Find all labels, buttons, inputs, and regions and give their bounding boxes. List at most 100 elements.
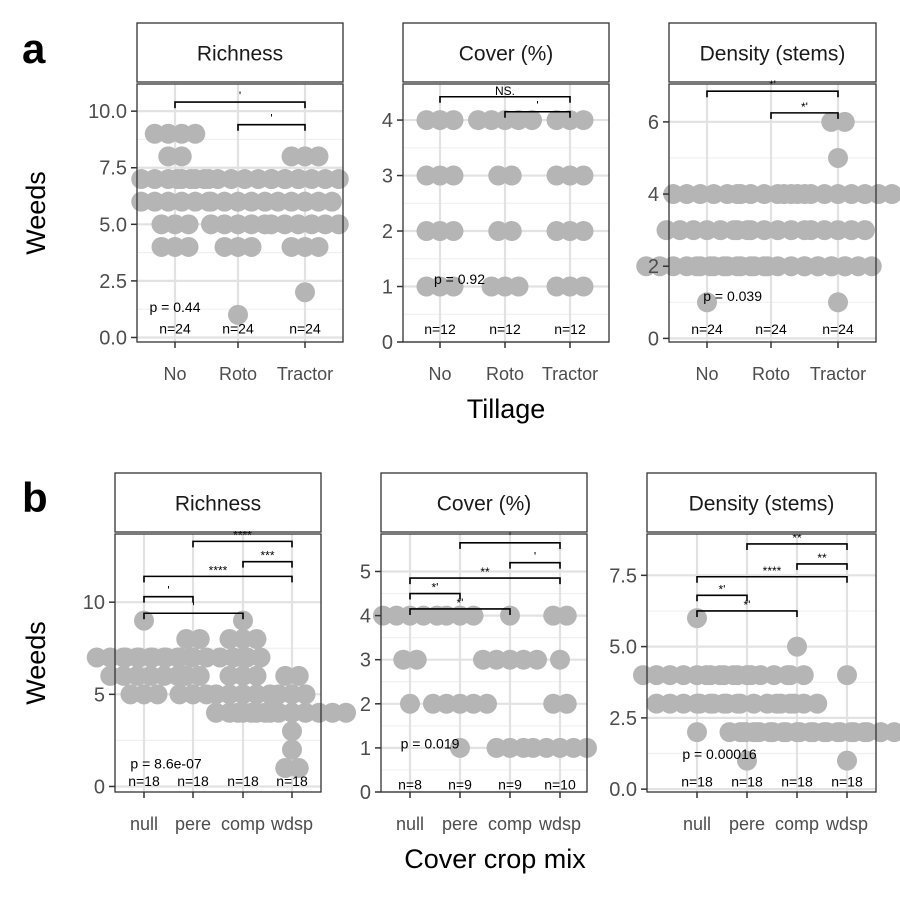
n-label: n=10 bbox=[544, 777, 576, 793]
y-tick-label: 1 bbox=[382, 277, 393, 299]
data-point bbox=[406, 649, 427, 670]
y-tick-label: 4 bbox=[648, 184, 659, 206]
data-point bbox=[501, 165, 522, 186]
n-label: n=18 bbox=[128, 773, 160, 789]
p-value-label: p = 0.00016 bbox=[682, 746, 757, 762]
significance-bracket bbox=[237, 123, 306, 131]
significance-label: ** bbox=[792, 531, 802, 545]
panel-label: b bbox=[22, 474, 48, 521]
data-point bbox=[322, 191, 342, 212]
x-tick-label: No bbox=[163, 364, 186, 384]
x-axis-title: Tillage bbox=[467, 394, 546, 424]
significance-bracket bbox=[696, 575, 848, 583]
n-label: n=9 bbox=[448, 777, 472, 793]
significance-label: ' bbox=[270, 112, 272, 126]
significance-bracket bbox=[706, 90, 839, 98]
significance-bracket bbox=[770, 112, 839, 119]
data-point bbox=[834, 111, 855, 132]
n-label: n=24 bbox=[822, 321, 854, 337]
y-tick-label: 0 bbox=[360, 782, 371, 804]
data-point bbox=[282, 721, 302, 742]
data-point bbox=[147, 684, 168, 705]
significance-label: *' bbox=[769, 78, 776, 92]
y-tick-label: 7.5 bbox=[609, 565, 637, 587]
x-tick-label: wdsp bbox=[270, 814, 313, 834]
facet-strip bbox=[380, 472, 588, 533]
data-point bbox=[573, 276, 594, 297]
data-point bbox=[828, 147, 848, 168]
data-point bbox=[527, 649, 547, 670]
x-tick-label: No bbox=[695, 364, 718, 384]
y-tick-label: 2.5 bbox=[609, 708, 637, 730]
data-point bbox=[443, 221, 464, 242]
n-label: n=18 bbox=[831, 773, 863, 789]
significance-label: ' bbox=[167, 584, 169, 598]
n-label: n=24 bbox=[289, 321, 321, 337]
y-tick-label: 3 bbox=[382, 166, 393, 188]
strip-title: Cover (%) bbox=[459, 43, 554, 66]
data-point bbox=[308, 146, 329, 167]
significance-label: *' bbox=[719, 582, 726, 596]
x-tick-label: Roto bbox=[486, 364, 524, 384]
n-label: n=18 bbox=[731, 773, 763, 789]
significance-label: *' bbox=[432, 581, 439, 595]
facet-strip bbox=[136, 22, 344, 83]
y-axis-title: Weeds bbox=[21, 621, 51, 705]
y-tick-label: 2 bbox=[360, 694, 371, 716]
significance-bracket bbox=[439, 95, 571, 103]
y-tick-label: 5 bbox=[360, 561, 371, 583]
y-tick-label: 0 bbox=[382, 332, 393, 354]
significance-label: ' bbox=[192, 600, 194, 614]
data-point bbox=[463, 605, 484, 626]
data-point bbox=[295, 282, 315, 303]
facet-strip bbox=[668, 22, 877, 83]
significance-label: ' bbox=[534, 550, 536, 564]
significance-label: **** bbox=[763, 564, 782, 578]
data-point bbox=[501, 221, 522, 242]
significance-bracket bbox=[174, 101, 306, 109]
significance-label: *' bbox=[744, 598, 751, 612]
x-tick-label: comp bbox=[775, 814, 819, 834]
significance-bracket bbox=[409, 577, 561, 585]
significance-bracket bbox=[143, 595, 194, 603]
plot-frame bbox=[114, 533, 322, 793]
data-point bbox=[508, 276, 529, 297]
data-point bbox=[134, 610, 154, 631]
data-point bbox=[443, 165, 464, 186]
significance-label: **** bbox=[233, 528, 252, 542]
x-tick-label: null bbox=[396, 814, 424, 834]
y-axis-title: Weeds bbox=[21, 171, 51, 255]
panel-label: a bbox=[22, 25, 46, 72]
y-tick-label: 2 bbox=[382, 221, 393, 243]
data-point bbox=[443, 110, 464, 131]
y-tick-label: 4 bbox=[382, 110, 393, 132]
data-point bbox=[573, 221, 594, 242]
plot-frame bbox=[668, 83, 877, 343]
x-tick-label: Tractor bbox=[810, 364, 866, 384]
y-tick-label: 0 bbox=[648, 328, 659, 350]
n-label: n=18 bbox=[177, 773, 209, 789]
y-tick-label: 1 bbox=[360, 738, 371, 760]
significance-label: NS. bbox=[495, 84, 515, 98]
x-tick-label: comp bbox=[488, 814, 532, 834]
x-tick-label: pere bbox=[729, 814, 765, 834]
data-point bbox=[233, 647, 253, 668]
data-point bbox=[171, 146, 192, 167]
data-point bbox=[288, 758, 309, 779]
y-tick-label: 10.0 bbox=[88, 101, 127, 123]
n-label: n=18 bbox=[276, 773, 308, 789]
significance-label: *' bbox=[801, 100, 808, 114]
x-tick-label: null bbox=[683, 814, 711, 834]
significance-bracket bbox=[509, 561, 561, 569]
y-tick-label: 7.5 bbox=[99, 158, 127, 180]
data-point bbox=[807, 693, 828, 714]
facet-strip bbox=[402, 22, 610, 83]
data-point bbox=[228, 304, 248, 325]
data-point bbox=[573, 110, 594, 131]
n-label: n=18 bbox=[781, 773, 813, 789]
n-label: n=9 bbox=[498, 777, 522, 793]
strip-title: Density (stems) bbox=[700, 43, 846, 66]
y-tick-label: 0 bbox=[94, 776, 105, 798]
strip-title: Cover (%) bbox=[437, 493, 532, 516]
data-point bbox=[185, 123, 206, 144]
